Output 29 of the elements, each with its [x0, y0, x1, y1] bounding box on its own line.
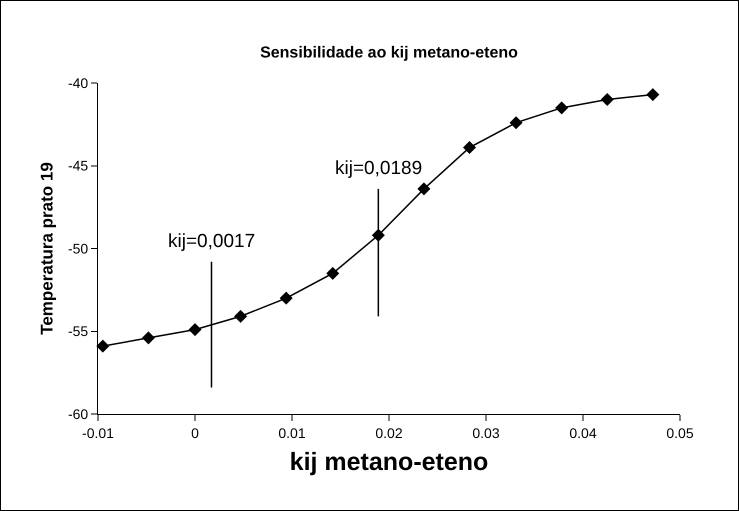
point — [417, 182, 430, 196]
point — [646, 88, 660, 102]
y-tick-label: -60 — [68, 406, 88, 422]
point — [280, 292, 293, 305]
x-tick-label: 0 — [191, 424, 200, 441]
annotation: kij=0,0017 — [168, 231, 256, 252]
x-tick-label: 0.04 — [569, 424, 597, 441]
y-tick-label: -55 — [68, 323, 88, 340]
point — [234, 310, 248, 323]
chart-title: Sensibilidade ao kij metano-eteno — [260, 44, 518, 62]
point — [326, 266, 340, 280]
y-tick-label: -40 — [68, 74, 88, 91]
y-axis-title: Temperatura prato 19 — [38, 162, 57, 335]
y-tick-label: -50 — [68, 240, 88, 256]
x-axis-title: kij metano-eteno — [290, 448, 488, 476]
annotation: kij=0,0189 — [335, 158, 422, 179]
point — [510, 116, 523, 130]
point — [142, 331, 155, 344]
point — [463, 141, 476, 154]
point — [555, 101, 568, 114]
x-tick-label: 0.02 — [375, 424, 403, 441]
point — [96, 340, 110, 353]
point — [600, 93, 614, 106]
y-tick-label: -45 — [68, 158, 88, 174]
x-tick-label: 0.03 — [472, 424, 500, 441]
x-tick-label: 0.05 — [666, 424, 694, 441]
point — [188, 323, 202, 336]
x-tick-label: 0.01 — [278, 424, 306, 441]
x-tick-label: -0.01 — [82, 424, 114, 441]
